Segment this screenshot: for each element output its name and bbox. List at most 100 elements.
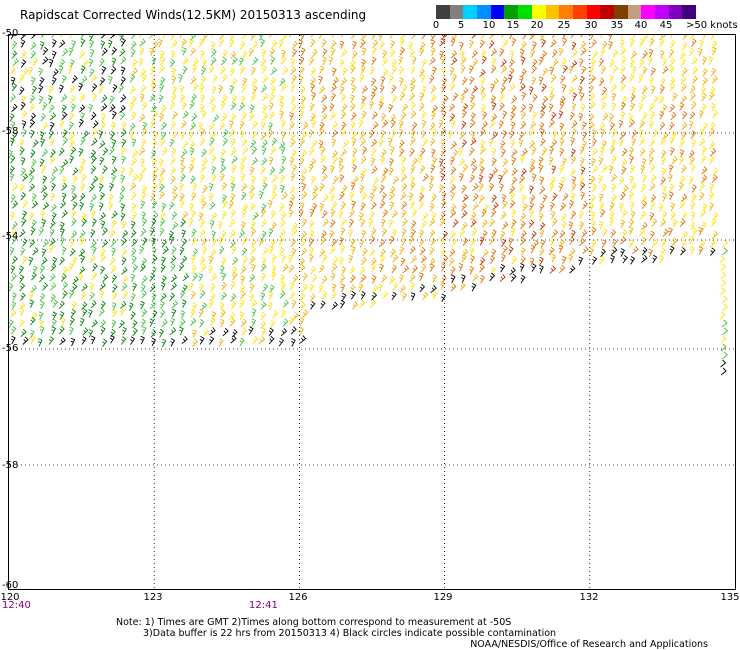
wind-barb [472, 58, 479, 67]
wind-barb [119, 185, 126, 195]
wind-barb [360, 173, 365, 182]
wind-barb [450, 141, 458, 149]
wind-barb [49, 137, 55, 147]
wind-barb [439, 217, 446, 227]
wind-barb [509, 267, 516, 276]
wind-barb [9, 246, 15, 256]
wind-barb [149, 272, 156, 282]
wind-barb [390, 119, 396, 129]
wind-barb [112, 309, 118, 318]
wind-barb [79, 93, 86, 102]
wind-barb [318, 35, 322, 39]
wind-barb [319, 65, 325, 74]
wind-barb [308, 129, 314, 138]
wind-barb [352, 301, 359, 310]
wind-barb [90, 335, 96, 345]
wind-barb [198, 212, 204, 221]
wind-barb [511, 209, 517, 218]
lon-label: 123 [143, 592, 163, 603]
wind-barb [521, 91, 527, 101]
wind-barb [192, 248, 199, 257]
wind-barb [350, 112, 357, 121]
wind-barb [280, 327, 288, 337]
wind-barb [80, 291, 87, 300]
wind-barb [268, 327, 274, 337]
wind-barb [712, 109, 719, 119]
wind-barb [121, 121, 127, 130]
wind-barb [508, 74, 513, 83]
wind-barb [160, 211, 166, 220]
wind-barb [480, 104, 486, 113]
wind-barb [639, 211, 647, 220]
wind-barb [441, 55, 447, 65]
wind-barb [30, 41, 37, 51]
wind-barb [241, 35, 247, 40]
wind-barb [480, 92, 487, 101]
wind-barb [598, 157, 604, 166]
wind-barb [249, 191, 255, 201]
wind-barb [191, 93, 197, 102]
wind-barb [581, 65, 587, 75]
wind-barb [551, 165, 557, 174]
wind-barb [11, 301, 17, 310]
wind-barb [10, 273, 17, 282]
wind-barb [619, 39, 625, 49]
wind-barb [239, 65, 246, 75]
wind-barb [359, 266, 366, 276]
wind-barb [301, 182, 307, 192]
wind-barb [589, 66, 594, 76]
wind-barb [470, 157, 477, 167]
wind-barb [461, 120, 467, 130]
wind-barb [479, 166, 485, 175]
wind-barb [540, 239, 546, 248]
wind-barb [289, 185, 296, 195]
wind-barb [69, 238, 75, 248]
wind-barb [208, 299, 214, 309]
wind-barb [630, 93, 636, 103]
wind-barb [370, 157, 376, 166]
wind-barb [61, 104, 67, 113]
wind-barb [450, 238, 458, 247]
wind-barb [700, 86, 706, 95]
wind-barb [438, 119, 444, 129]
wind-barb [682, 35, 688, 40]
wind-barb [420, 255, 427, 264]
wind-barb [388, 74, 394, 84]
wind-barb [432, 128, 438, 137]
wind-barb [10, 155, 16, 164]
wind-barb [601, 183, 608, 192]
colorbar-label: 5 [457, 20, 465, 31]
wind-barb [688, 47, 695, 57]
wind-barb [299, 327, 304, 336]
wind-barb [419, 200, 425, 210]
wind-barb [291, 222, 298, 231]
wind-barb [579, 92, 585, 101]
wind-barb [51, 212, 57, 221]
wind-barb [410, 165, 416, 174]
wind-barb [20, 49, 27, 59]
wind-barb [312, 203, 318, 212]
wind-barb [139, 300, 145, 310]
wind-barb [132, 173, 139, 182]
wind-barb [471, 85, 479, 94]
wind-barb [298, 103, 306, 112]
wind-barb [669, 183, 675, 193]
wind-barb [450, 119, 456, 128]
wind-barb [240, 275, 246, 284]
wind-barb [479, 39, 486, 49]
wind-barb [531, 65, 538, 74]
wind-barb [722, 327, 729, 336]
wind-barb [262, 182, 268, 191]
wind-barb [479, 146, 486, 155]
wind-barb [401, 209, 407, 218]
wind-barb [722, 351, 728, 360]
wind-barb [308, 163, 314, 173]
wind-barb [679, 200, 686, 209]
wind-barb [140, 68, 146, 78]
wind-barb [510, 139, 516, 149]
wind-barb [351, 50, 358, 60]
wind-barb [180, 131, 186, 141]
wind-barb [598, 201, 605, 211]
wind-barb [559, 138, 565, 147]
wind-barb [161, 256, 167, 266]
